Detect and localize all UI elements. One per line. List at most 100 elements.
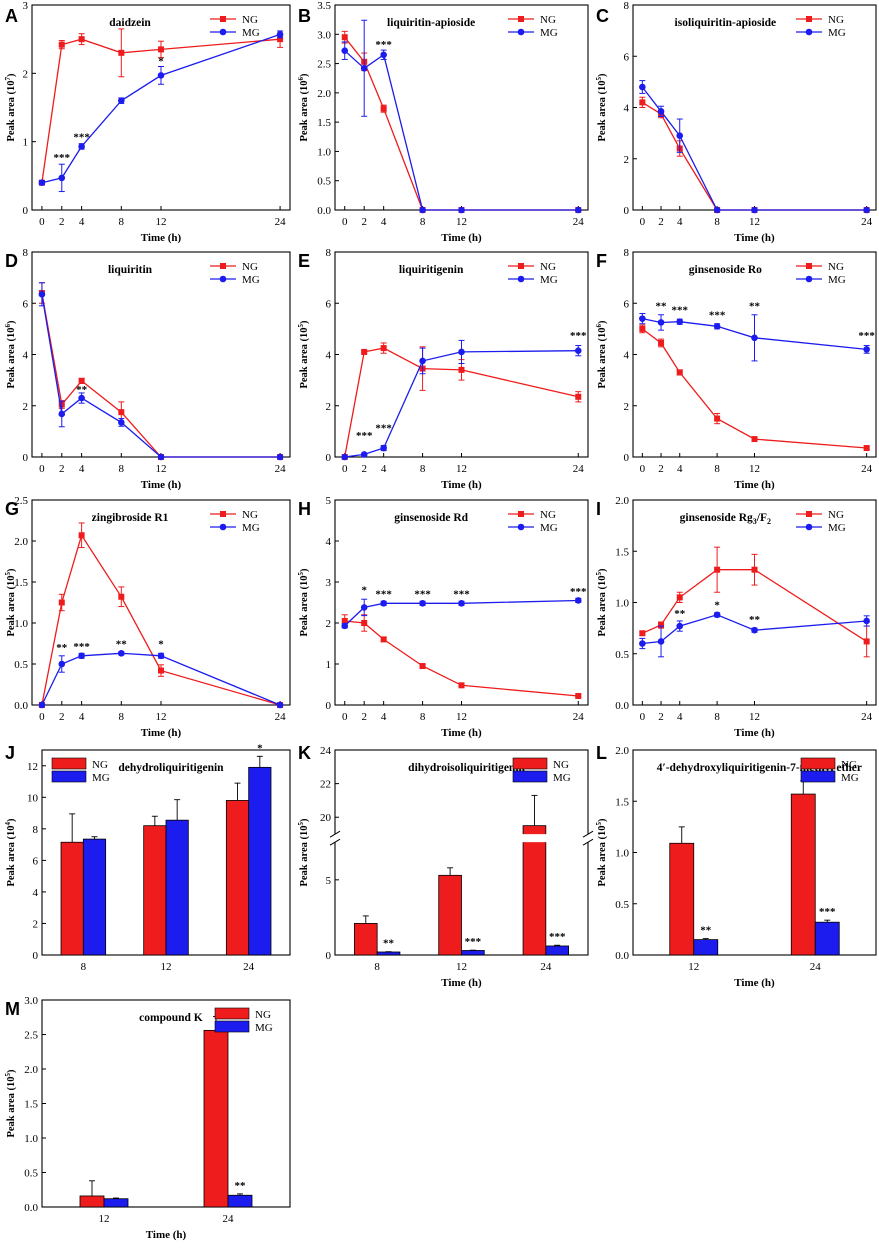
data-point-circle bbox=[360, 451, 368, 458]
significance-marker: *** bbox=[465, 936, 482, 948]
legend-entry-ng: NG bbox=[210, 261, 258, 273]
y-tick-label: 1.5 bbox=[24, 1099, 38, 1111]
y-tick-label: 6 bbox=[624, 298, 630, 310]
legend-marker bbox=[805, 28, 813, 36]
legend-swatch bbox=[800, 770, 836, 783]
legend-swatch bbox=[512, 770, 548, 783]
significance-marker: ** bbox=[235, 1180, 247, 1192]
y-tick-label: 2.0 bbox=[317, 88, 331, 100]
y-tick-label: 0 bbox=[624, 205, 630, 217]
significance-marker: * bbox=[361, 584, 367, 596]
significance-marker: ** bbox=[116, 639, 128, 651]
x-tick-label: 24 bbox=[573, 711, 585, 723]
y-axis-label-close: ) bbox=[6, 320, 17, 324]
x-tick-label: 12 bbox=[456, 711, 467, 723]
significance-marker: * bbox=[158, 639, 164, 651]
chart-title: dihydroisoliquiritigenin bbox=[408, 762, 525, 774]
legend-entry-ng: NG bbox=[210, 509, 258, 521]
series-line bbox=[344, 599, 579, 627]
panel-i: I 0.0 0.5 1.0 1.5 2.0 Peak area (105) ginsenosi… bbox=[595, 495, 877, 739]
series-line bbox=[642, 569, 868, 643]
data-point-circle bbox=[341, 453, 349, 461]
x-tick-label: 2 bbox=[361, 216, 367, 228]
y-tick-label: 1.0 bbox=[14, 618, 28, 630]
data-point-circle bbox=[276, 453, 284, 461]
y-tick-label: 0.0 bbox=[14, 700, 28, 712]
panel-letter: G bbox=[5, 499, 19, 519]
y-axis-label: Peak area (106) bbox=[297, 73, 310, 142]
y-axis-label-exponent: 5 bbox=[595, 571, 603, 575]
legend-entry-ng: NG bbox=[796, 14, 844, 26]
data-point-circle bbox=[657, 319, 665, 326]
series-line bbox=[344, 36, 579, 211]
data-point-circle bbox=[157, 453, 165, 461]
significance-marker: *** bbox=[570, 586, 587, 598]
x-tick-label: 0 bbox=[342, 216, 348, 228]
significance-marker: *** bbox=[54, 152, 71, 164]
x-tick-label: 8 bbox=[714, 463, 720, 475]
data-point-circle bbox=[157, 652, 165, 660]
legend-label: NG bbox=[828, 14, 844, 26]
data-point-circle bbox=[360, 64, 368, 72]
legend-marker bbox=[805, 523, 813, 531]
chart-title-main: dihydroisoliquiritigenin bbox=[408, 762, 525, 774]
x-tick-label: 24 bbox=[275, 463, 287, 475]
y-axis-label-exponent: 5 bbox=[4, 571, 12, 575]
x-tick-label: 8 bbox=[119, 216, 125, 228]
data-point-square bbox=[78, 36, 85, 43]
legend-entry-mg: MG bbox=[210, 522, 260, 534]
significance-marker: *** bbox=[375, 589, 392, 601]
significance-marker: * bbox=[714, 600, 720, 612]
legend-entry-mg: MG bbox=[796, 27, 846, 39]
y-tick-label: 0.0 bbox=[615, 950, 629, 962]
y-tick-label: 0 bbox=[624, 452, 630, 464]
x-tick-label: 2 bbox=[59, 711, 65, 723]
y-tick-label: 8 bbox=[23, 247, 29, 259]
bar-mg bbox=[814, 921, 840, 956]
legend-entry-ng: NG bbox=[508, 261, 556, 273]
chart-title-main: zingibroside R1 bbox=[92, 512, 169, 524]
y-tick-label: 3 bbox=[23, 0, 29, 12]
series-line bbox=[41, 38, 281, 183]
legend-entry-mg: MG bbox=[210, 27, 260, 39]
x-tick-label: 8 bbox=[119, 463, 125, 475]
panel-g: G 0.0 0.5 1.0 1.5 2.0 2.5 Peak area (105) zingib… bbox=[4, 495, 291, 739]
x-tick-label: 8 bbox=[420, 711, 426, 723]
significance-marker: *** bbox=[858, 330, 875, 342]
y-axis-label-main: Peak area (10 bbox=[299, 825, 310, 886]
x-tick-label: 12 bbox=[749, 216, 760, 228]
y-tick-label: 24 bbox=[320, 745, 332, 757]
legend-entry-ng: NG bbox=[210, 14, 258, 26]
y-tick-label: 8 bbox=[33, 824, 39, 836]
legend-entry-ng: NG bbox=[512, 757, 569, 771]
legend-swatch bbox=[214, 1020, 250, 1033]
y-tick-label: 0 bbox=[33, 950, 39, 962]
x-tick-label: 8 bbox=[374, 961, 380, 973]
x-tick-label: 24 bbox=[275, 711, 287, 723]
data-point-square bbox=[380, 105, 387, 112]
chart-title: isoliquiritin-apioside bbox=[675, 17, 777, 29]
x-tick-label: 0 bbox=[342, 463, 348, 475]
chart-title: ginsenoside Rd bbox=[394, 512, 468, 524]
legend-marker bbox=[220, 16, 226, 22]
y-axis-label-close: ) bbox=[597, 73, 608, 77]
legend-label: NG bbox=[841, 759, 857, 771]
data-point-square bbox=[277, 36, 284, 43]
y-tick-label: 2.0 bbox=[14, 536, 28, 548]
y-axis-label-close: ) bbox=[6, 568, 17, 572]
y-tick-label: 10 bbox=[27, 792, 39, 804]
bar-ng bbox=[522, 825, 547, 956]
data-point-circle bbox=[38, 290, 46, 298]
data-point-circle bbox=[118, 97, 125, 104]
x-tick-label: 12 bbox=[456, 216, 467, 228]
x-tick-label: 12 bbox=[156, 463, 167, 475]
x-tick-label: 4 bbox=[381, 216, 387, 228]
axis-break-mark bbox=[329, 830, 341, 838]
panel-letter: L bbox=[596, 743, 607, 763]
series-mg bbox=[38, 30, 284, 193]
data-point-square bbox=[118, 49, 125, 56]
x-tick-label: 12 bbox=[161, 961, 172, 973]
data-point-circle bbox=[419, 600, 426, 607]
panel-letter: B bbox=[298, 6, 311, 26]
bar-mg bbox=[545, 945, 570, 956]
